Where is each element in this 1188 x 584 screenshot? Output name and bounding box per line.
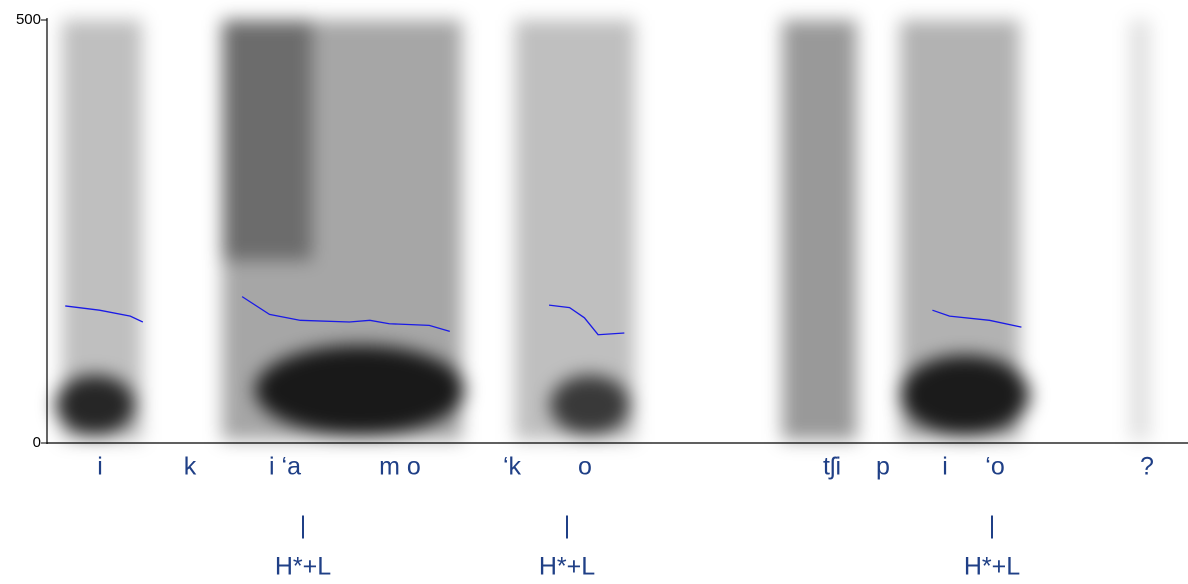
tone-bar: | bbox=[989, 512, 996, 540]
tone-bar: | bbox=[300, 512, 307, 540]
segment-label: ? bbox=[1140, 453, 1154, 481]
segment-label: i ‘a bbox=[269, 453, 301, 481]
y-tick-label: 0 bbox=[33, 434, 41, 451]
tone-bar: | bbox=[564, 512, 571, 540]
tone-label: H*+L bbox=[275, 553, 331, 581]
segment-label: ‘o bbox=[985, 453, 1004, 481]
y-tick-label: 500 bbox=[16, 11, 41, 28]
segment-label: p bbox=[876, 453, 890, 481]
segment-label: k bbox=[184, 453, 197, 481]
spectrogram bbox=[55, 20, 1150, 440]
segment-label: ‘k bbox=[503, 453, 522, 481]
tone-label: H*+L bbox=[964, 553, 1020, 581]
segment-label: i bbox=[97, 453, 103, 481]
segment-label: tʃi bbox=[823, 453, 841, 481]
segment-label: i bbox=[942, 453, 948, 481]
pitch-contour bbox=[65, 296, 1022, 336]
segment-label: o bbox=[578, 453, 592, 481]
segment-label: m o bbox=[379, 453, 421, 481]
tone-label: H*+L bbox=[539, 553, 595, 581]
